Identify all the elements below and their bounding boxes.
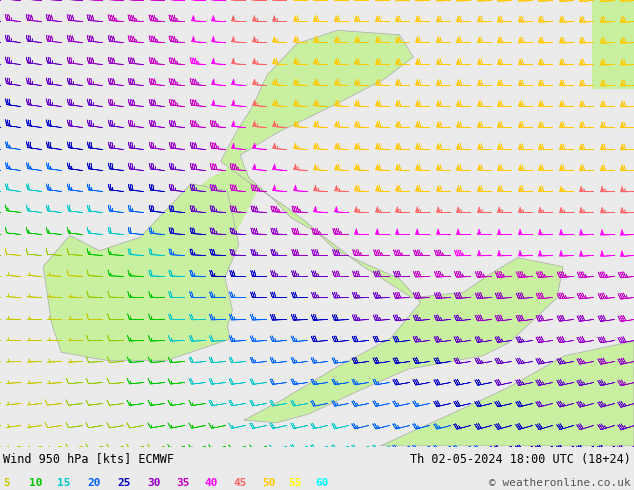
Text: 40: 40 (204, 478, 217, 488)
Polygon shape (592, 0, 634, 89)
Text: 60: 60 (316, 478, 329, 488)
Text: Th 02-05-2024 18:00 UTC (18+24): Th 02-05-2024 18:00 UTC (18+24) (410, 453, 631, 466)
Polygon shape (380, 341, 634, 446)
Text: 20: 20 (87, 478, 101, 488)
Text: 50: 50 (262, 478, 275, 488)
Text: 35: 35 (176, 478, 190, 488)
Text: Wind 950 hPa [kts] ECMWF: Wind 950 hPa [kts] ECMWF (3, 453, 174, 466)
Text: © weatheronline.co.uk: © weatheronline.co.uk (489, 478, 631, 488)
Text: 15: 15 (57, 478, 70, 488)
Polygon shape (43, 184, 239, 360)
Polygon shape (221, 30, 563, 423)
Text: 10: 10 (29, 478, 42, 488)
Text: 55: 55 (288, 478, 302, 488)
Polygon shape (153, 161, 257, 245)
Text: 25: 25 (117, 478, 131, 488)
Text: 5: 5 (3, 478, 10, 488)
Text: 30: 30 (147, 478, 160, 488)
Text: 45: 45 (233, 478, 247, 488)
